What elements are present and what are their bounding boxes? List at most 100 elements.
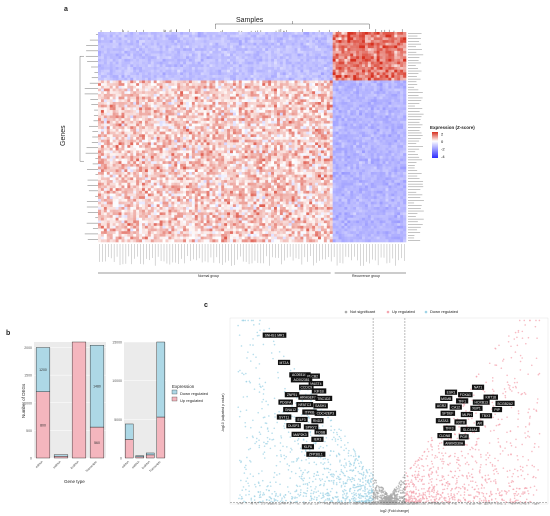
heatmap-cell [115, 115, 119, 119]
heatmap-cell [335, 93, 339, 97]
heatmap-cell [98, 40, 102, 44]
heatmap-cell [373, 34, 377, 38]
heatmap-cell [282, 120, 287, 124]
heatmap-cell [209, 85, 213, 89]
heatmap-cell [144, 56, 149, 60]
heatmap-cell [282, 110, 287, 114]
heatmap-cell [191, 115, 196, 119]
heatmap-cell [224, 120, 228, 124]
heatmap-cell [373, 69, 377, 73]
heatmap-cell [247, 155, 251, 159]
heatmap-cell [215, 112, 219, 116]
heatmap-cell [279, 118, 284, 122]
heatmap-cell [303, 67, 307, 70]
heatmap-cell [227, 64, 231, 68]
heatmap-cell [106, 53, 111, 57]
heatmap-cell [268, 93, 272, 97]
heatmap-cell [262, 80, 266, 84]
heatmap-cell [241, 77, 245, 81]
heatmap-cell [347, 93, 351, 97]
heatmap-cell [288, 128, 292, 132]
heatmap-cell [109, 96, 113, 100]
heatmap-cell [256, 58, 260, 62]
heatmap-cell [112, 85, 116, 89]
heatmap-cell [332, 110, 336, 114]
heatmap-cell [121, 158, 125, 162]
heatmap-cell [162, 96, 166, 100]
heatmap-cell [241, 153, 245, 157]
heatmap-cell [306, 80, 310, 84]
heatmap-cell [127, 48, 131, 52]
heatmap-cell [303, 153, 307, 157]
heatmap-cell [262, 61, 266, 65]
heatmap-cell [338, 131, 342, 135]
heatmap-cell [385, 104, 389, 108]
heatmap-cell [180, 45, 184, 49]
heatmap-cell [133, 120, 137, 124]
heatmap-cell [153, 147, 157, 151]
heatmap-cell [224, 96, 228, 100]
heatmap-cell [391, 91, 395, 95]
heatmap-cell [191, 102, 196, 105]
heatmap-cell [174, 40, 178, 44]
heatmap-cell [329, 48, 333, 52]
heatmap-cell [271, 134, 275, 138]
heatmap-cell [297, 96, 301, 100]
heatmap-cell [238, 93, 243, 97]
heatmap-cell [247, 32, 251, 35]
heatmap-cell [388, 37, 392, 41]
heatmap-cell [232, 40, 237, 44]
heatmap-cell [300, 142, 304, 146]
heatmap-cell [112, 42, 116, 46]
heatmap-cell [183, 85, 187, 89]
heatmap-cell [347, 37, 351, 41]
heatmap-cell [347, 34, 351, 38]
heatmap-cell [370, 80, 375, 84]
heatmap-cell [367, 34, 372, 38]
heatmap-cell [235, 128, 240, 132]
heatmap-cell [350, 61, 354, 65]
heatmap-cell [318, 77, 322, 81]
heatmap-cell [218, 120, 222, 124]
heatmap-cell [256, 139, 260, 143]
heatmap-cell [224, 137, 228, 140]
heatmap-cell [106, 34, 111, 38]
heatmap-cell [197, 50, 201, 54]
heatmap-cell [188, 64, 193, 68]
heatmap-cell [230, 147, 234, 151]
heatmap-cell [271, 155, 275, 159]
heatmap-cell [291, 118, 295, 122]
heatmap-cell [159, 69, 163, 73]
heatmap-cell [362, 72, 366, 76]
heatmap-cell [403, 83, 407, 87]
heatmap-cell [177, 42, 181, 46]
heatmap-cell [373, 131, 377, 135]
heatmap-cell [127, 137, 131, 140]
heatmap-cell [259, 56, 263, 60]
heatmap-cell [341, 61, 345, 65]
heatmap-cell [212, 34, 216, 38]
heatmap-cell [309, 50, 313, 54]
heatmap-cell [344, 104, 348, 108]
heatmap-cell [177, 128, 181, 132]
heatmap-cell [362, 150, 366, 154]
heatmap-cell [127, 61, 131, 65]
heatmap-cell [362, 102, 366, 105]
heatmap-cell [282, 37, 287, 41]
heatmap-cell [262, 53, 266, 57]
heatmap-cell [259, 128, 263, 132]
heatmap-cell [168, 120, 172, 124]
heatmap-cell [265, 50, 269, 54]
heatmap-cell [241, 137, 245, 140]
heatmap-cell [376, 40, 380, 44]
heatmap-cell [200, 107, 204, 111]
heatmap-cell [259, 83, 263, 87]
heatmap-cell [153, 96, 157, 100]
heatmap-cell [156, 45, 160, 49]
heatmap-cell [215, 145, 219, 149]
heatmap-cell [221, 155, 225, 159]
heatmap-cell [232, 131, 237, 135]
heatmap-cell [103, 147, 108, 151]
heatmap-cell [180, 112, 184, 116]
heatmap-cell [98, 34, 102, 38]
